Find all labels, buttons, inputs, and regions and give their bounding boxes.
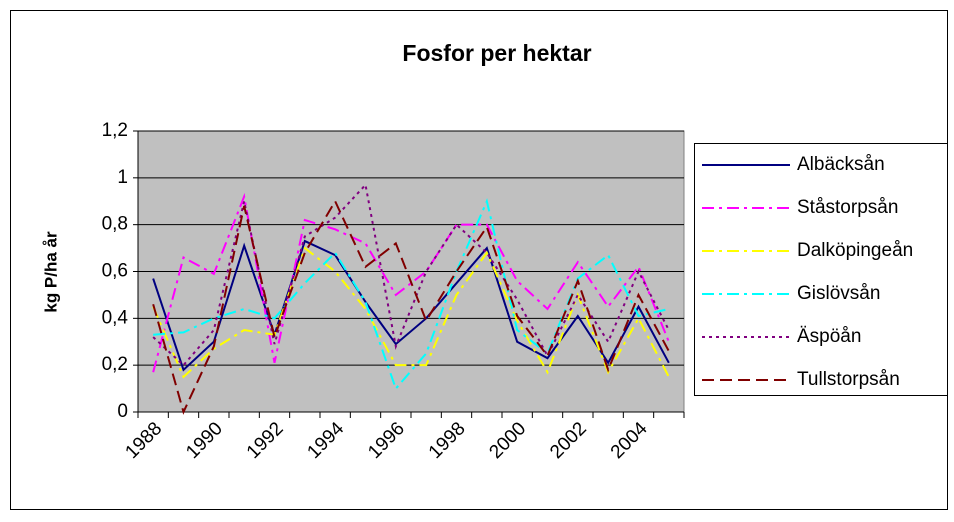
chart-title: Fosfor per hektar	[402, 40, 591, 66]
y-tick-label: 0,6	[102, 261, 128, 282]
legend-label: Äspöån	[797, 326, 861, 347]
legend-label: Albäcksån	[797, 154, 885, 175]
legend-label: Gislövsån	[797, 283, 880, 304]
legend-label: Dalköpingeån	[797, 240, 913, 261]
y-axis-label: kg P/ha år	[41, 231, 60, 313]
y-tick-label: 0,8	[102, 214, 128, 235]
y-tick-label: 1	[117, 167, 128, 188]
y-tick-label: 0,4	[102, 307, 129, 328]
y-tick-label: 0	[117, 401, 128, 422]
y-tick-label: 1,2	[102, 120, 128, 141]
series-line	[152, 199, 670, 415]
series-line	[152, 182, 670, 367]
y-tick-label: 0,2	[102, 354, 128, 375]
legend	[694, 143, 948, 396]
legend-label: Tullstorpsån	[797, 369, 900, 390]
legend-label: Ståstorpsån	[797, 197, 898, 218]
series-line	[153, 198, 670, 391]
series-line	[152, 239, 670, 372]
